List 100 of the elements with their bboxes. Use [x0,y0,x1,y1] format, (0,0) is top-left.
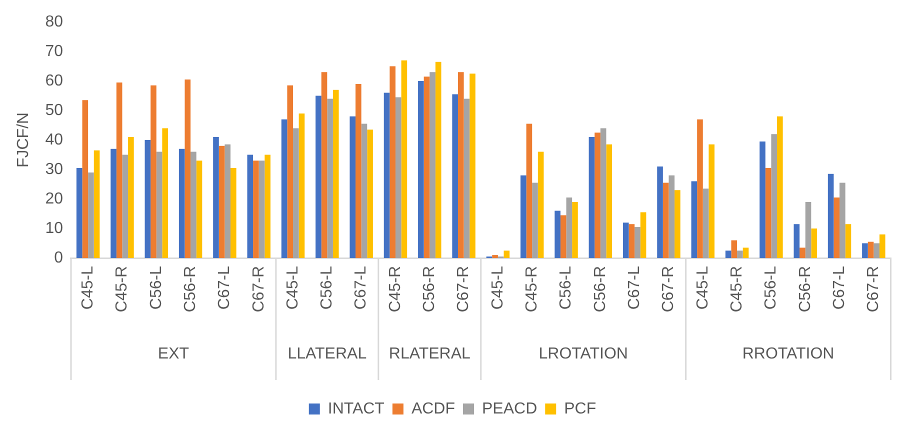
bar [332,90,339,258]
bar [76,168,82,258]
bar [116,82,122,258]
bar [538,152,544,258]
bar [196,160,202,258]
bar [560,215,566,258]
bar [731,240,738,258]
bar [765,168,772,258]
bar [572,202,578,258]
bar [628,224,635,258]
bar [361,124,368,258]
bar [622,222,629,258]
y-tick-label: 40 [45,131,64,148]
text: LROTATION [538,345,628,362]
x-tick-label: C56-R [421,266,438,312]
bar [184,80,191,258]
x-tick-label: C67-R [660,266,678,312]
bar [224,144,231,258]
x-tick-label: C56-L [148,266,165,310]
bar [321,72,328,258]
x-tick-label: C45-R [114,266,131,312]
legend-label: ACDF [411,400,456,418]
bar [367,130,373,258]
x-tick-label: C45-R [524,266,541,312]
bar [554,210,560,258]
bar [150,85,156,258]
bar [190,152,196,258]
bar [737,250,743,258]
bar [811,228,817,258]
text: EXT [158,345,190,362]
bar [424,76,430,258]
y-tick-label: 70 [45,42,64,60]
bar [874,243,880,258]
bar [258,160,265,258]
x-tick-label: C67-L [626,266,643,310]
bar [156,152,162,258]
y-tick-label: 60 [45,72,64,90]
bar [708,144,715,258]
x-tick-label: C67-L [216,266,234,310]
bar [178,148,185,258]
bar [390,66,396,258]
bar [702,188,709,258]
bar [281,119,288,258]
bar [879,234,886,258]
bar [94,150,100,258]
bar [128,137,134,258]
x-tick-label: C45-L [694,266,712,310]
bar [526,124,532,258]
bar [805,202,812,258]
x-tick-label: C67-L [352,266,370,310]
bar [213,137,219,258]
text: LLATERAL [288,345,367,362]
bar [657,166,663,258]
x-tick-label: C45-L [284,266,302,310]
bar [88,172,94,258]
bar [845,224,852,258]
y-tick-label: 50 [45,102,64,119]
bar [800,248,806,258]
bar [691,181,698,258]
bar [862,243,868,258]
x-tick-label: C45-L [489,266,506,310]
bar [771,134,778,258]
text: RROTATION [742,345,834,362]
bar [742,248,749,258]
bar [82,100,88,258]
bar [298,113,305,258]
x-tick-label: C45-R [386,266,404,312]
bar [760,141,766,258]
bar [504,250,510,258]
bar [606,144,612,258]
x-tick-label: C45-R [728,266,746,312]
bar [316,96,322,258]
bar [144,140,151,258]
bar [834,198,840,258]
bar [110,148,116,258]
x-tick-label: C56-R [182,266,199,312]
bar [218,146,225,258]
x-tick-label: C56-R [592,266,609,312]
x-tick-label: C67-R [250,266,268,312]
bar [697,119,703,258]
text: RLATERAL [388,345,470,362]
y-tick-label: 0 [54,249,64,266]
bar [430,72,436,258]
bar [794,224,800,258]
bar [395,97,402,258]
bar [634,227,640,258]
y-axis-title: FJCF/N [15,112,32,168]
bar [162,128,168,258]
legend-label: PCF [564,400,596,418]
bar [777,116,783,258]
bar [594,132,600,258]
x-tick-label: C56-R [796,266,814,312]
legend-label: INTACT [328,400,385,418]
x-tick-label: C56-L [762,266,780,310]
bar [725,250,732,258]
bar [230,168,236,258]
bar [356,84,362,258]
bar [247,154,254,258]
bar [384,92,390,258]
bar [401,60,408,258]
